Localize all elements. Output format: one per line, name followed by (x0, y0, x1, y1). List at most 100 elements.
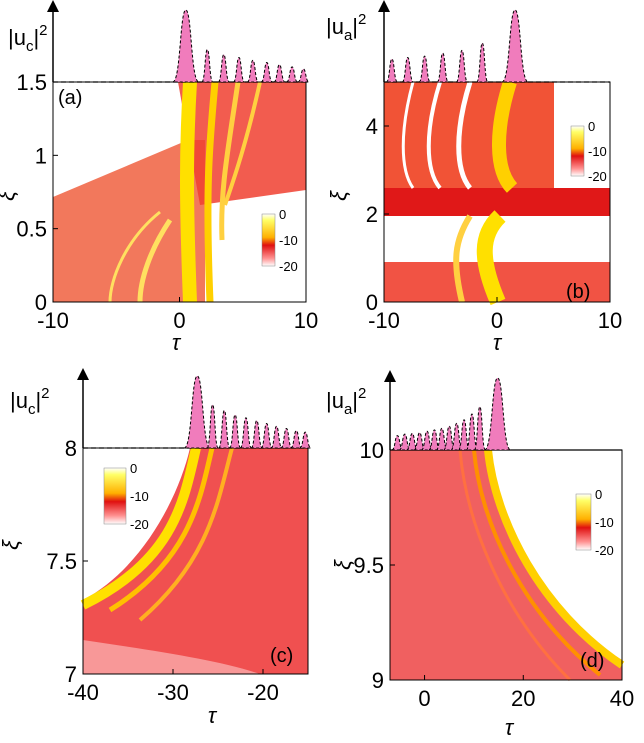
panel-d-main-ridge (484, 449, 625, 669)
panel-b-ytick-label-2: 4 (366, 114, 378, 139)
panel-a-central-ridge (180, 81, 197, 303)
panel-c-profile-peak-9 (290, 430, 303, 449)
panel-d-colorbar: 0 -10 -20 (575, 487, 614, 558)
panel-c-profile-peak-10 (299, 431, 312, 449)
panel-a-profile-peak-1 (201, 49, 214, 83)
panel-a-profile-arrowhead (47, 0, 59, 12)
panel-c-ridge-2 (108, 447, 215, 613)
panel-a-profile-peak-6 (273, 64, 286, 83)
panel-b-heatmap (384, 79, 610, 306)
panel-a-profile-label: |uc|2 (8, 22, 48, 55)
panel-b-xlabel: τ (493, 330, 503, 355)
panel-b-xtick-label-0: -10 (368, 308, 400, 333)
panel-c-colorbar-tick-2: -20 (130, 517, 149, 532)
panel-a-colorbar-scale (261, 213, 276, 267)
panel-a-xlabel: τ (172, 330, 182, 355)
panel-c-xtick-label-0: -40 (67, 680, 99, 705)
panel-c-ridge-3 (138, 447, 234, 622)
panel-c-heatmap (80, 446, 308, 674)
panel-d-profile-peak-3 (413, 432, 426, 451)
panel-d-xtick-label-2: 40 (610, 686, 634, 711)
panel-c-profile-arrowhead (77, 368, 89, 380)
panel-c-profile-peak-2 (218, 410, 231, 449)
panel-c-xtick-label-1: -30 (157, 680, 189, 705)
panel-a-ridge-3 (219, 81, 241, 241)
panel-c-colorbar-scale (103, 467, 127, 525)
panel-b-middle-band (384, 188, 610, 216)
panel-d-ridge-2 (472, 449, 602, 677)
panel-a-profile-peak-5 (260, 62, 273, 83)
panel-c-field-fade (83, 640, 260, 674)
panel-b-profile-peak-1 (401, 57, 414, 83)
panel-b-ridge-5 (453, 214, 473, 303)
panel-c: |uc|2 (c) 0 -10 -20 -40 -30 -20 7 7.5 8 τ ξ (0, 368, 312, 728)
panel-d-profile-label-sub: a (344, 401, 353, 418)
panel-d-profile-peak-0 (391, 435, 404, 451)
panel-a-ytick-label-3: 1.5 (16, 70, 47, 95)
panel-c-profile-peak-1 (206, 404, 219, 449)
panel-b-colorbar-tick-1: -10 (588, 144, 607, 159)
panel-d-ylabel: ξ (330, 559, 355, 570)
panel-d-xtick-label-0: 0 (418, 686, 430, 711)
panel-c-profile-label-sup: 2 (41, 385, 49, 402)
panel-a-profile-label-sup: 2 (39, 22, 47, 39)
panel-d-profile-label: |ua|2 (326, 385, 366, 418)
panel-c-field (83, 448, 308, 674)
panel-c-xlabel: τ (208, 703, 218, 728)
panel-b-profile-label-sub: a (344, 27, 353, 44)
panel-b-profile-peak-6 (501, 9, 529, 83)
panel-c-profile-label-sub: c (28, 401, 36, 418)
panel-d-ridge-3 (458, 449, 572, 682)
panel-d-profile-peak-12 (484, 377, 512, 451)
panel-b-label: (b) (566, 281, 590, 303)
panel-c-profile-peak-4 (239, 417, 252, 449)
panel-b-central-ridge (476, 210, 506, 306)
panel-a-profile (172, 9, 310, 83)
panel-a-label: (a) (58, 87, 82, 109)
panel-c-ytick-label-0: 7 (65, 662, 77, 687)
panel-b-ridge-1 (492, 79, 518, 193)
panel-b-colorbar-tick-0: 0 (588, 119, 595, 134)
panel-d-profile-peak-9 (458, 419, 471, 451)
panel-b-profile (385, 9, 529, 83)
panel-c-profile-label: |uc|2 (10, 385, 50, 418)
panel-a-ridge-5 (137, 218, 173, 303)
panel-b-upper-band (384, 82, 554, 188)
panel-a-colorbar-tick-1: -10 (279, 233, 298, 248)
panel-b-profile-peak-3 (436, 52, 449, 83)
panel-a-xtick-label-2: 10 (294, 308, 318, 333)
panel-b-colorbar: 0 -10 -20 (570, 119, 607, 184)
panel-c-profile-peak-5 (250, 420, 263, 449)
panel-c-profile-peak-0 (183, 375, 211, 449)
panel-d: |ua|2 (d) 0 -10 -20 0 20 40 9 9.5 10 τ ξ (326, 370, 634, 740)
panel-c-profile-label-close: | (35, 388, 41, 413)
panel-b-ytick-label-1: 2 (366, 202, 378, 227)
panel-d-ytick-label-0: 9 (372, 668, 384, 693)
panel-d-profile-label-sup: 2 (358, 385, 366, 402)
panel-c-main-ridge (80, 446, 201, 610)
panel-b-profile-peak-2 (418, 55, 431, 83)
panel-a-profile-label-main: |u (8, 25, 26, 50)
panel-c-profile (183, 375, 312, 449)
panel-c-profile-peak-6 (260, 423, 273, 449)
panel-d-profile-label-close: | (352, 388, 358, 413)
panel-c-ylabel: ξ (0, 539, 23, 550)
panel-c-colorbar-tick-0: 0 (130, 461, 137, 476)
panel-a-ylabel: ξ (0, 190, 19, 201)
panel-c-ytick-label-1: 7.5 (46, 549, 77, 574)
panel-c-xtick-label-2: -20 (247, 680, 279, 705)
panel-d-profile-peak-2 (406, 432, 418, 451)
panel-b-profile-label-main: |u (326, 14, 344, 39)
panel-b-xtick-label-1: 0 (491, 308, 503, 333)
panel-a-xtick-label-0: -10 (37, 308, 69, 333)
panel-d-ytick-label-1: 9.5 (353, 553, 384, 578)
panel-a-ytick-label-0: 0 (35, 290, 47, 315)
panel-c-colorbar: 0 -10 -20 (103, 461, 149, 532)
panel-d-colorbar-tick-0: 0 (595, 487, 602, 502)
panel-d-profile-arrowhead (384, 370, 396, 382)
panel-c-profile-peak-7 (270, 425, 283, 449)
